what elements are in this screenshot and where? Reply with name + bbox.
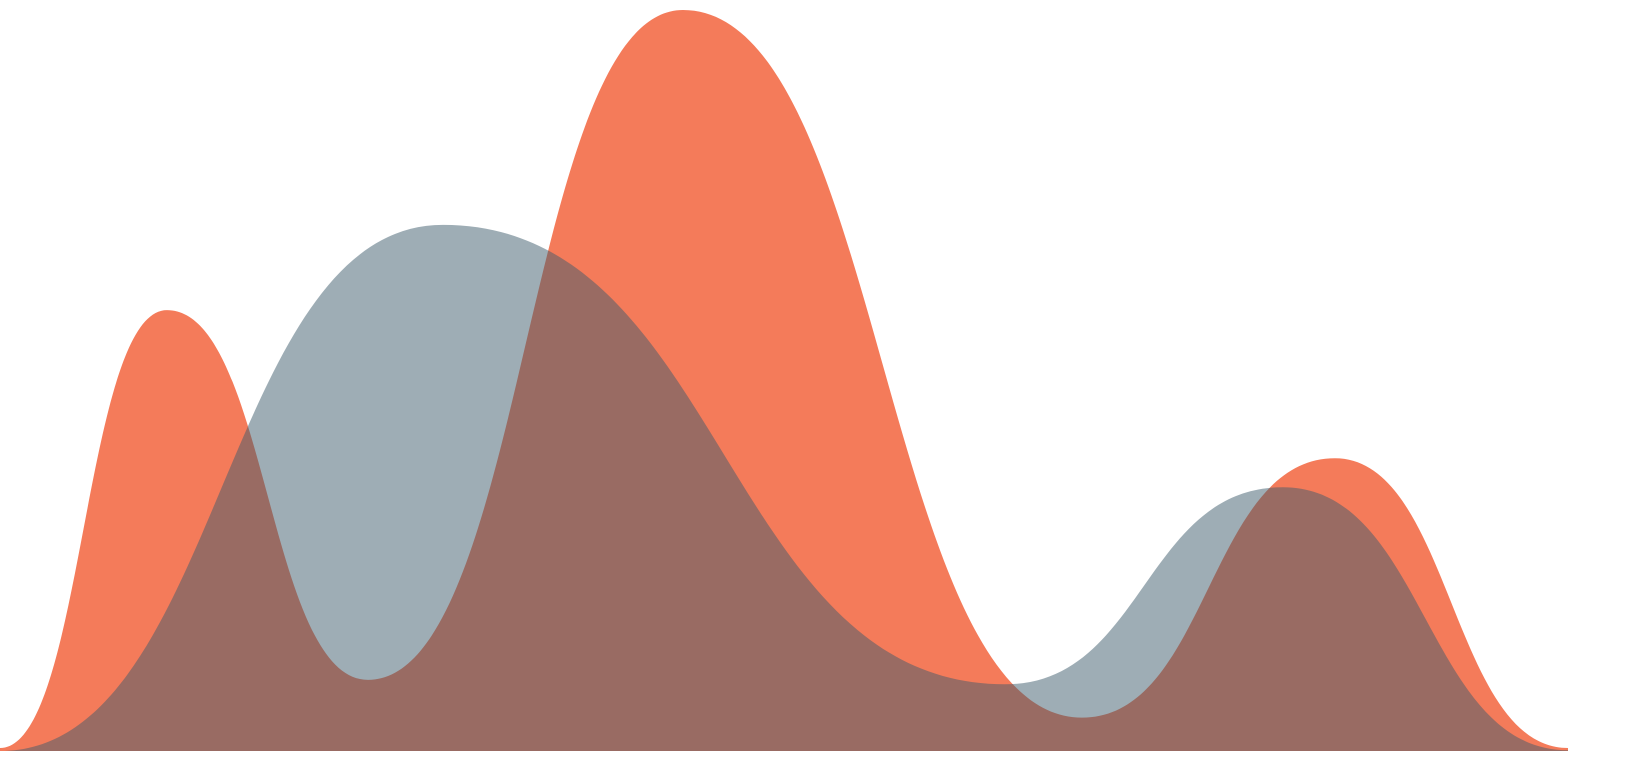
- area: [0, 224, 1568, 751]
- area: [0, 10, 1568, 751]
